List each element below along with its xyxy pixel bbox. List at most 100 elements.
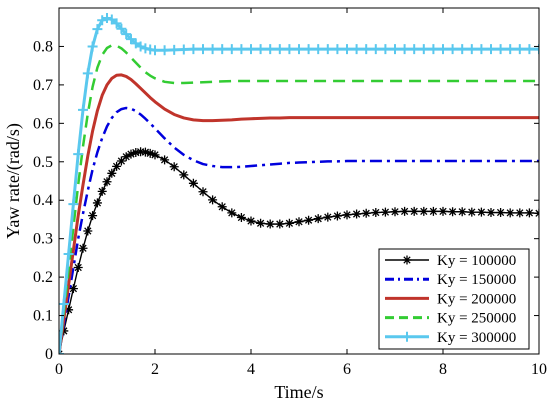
series-point xyxy=(59,326,69,336)
series-point xyxy=(467,207,477,217)
series-point xyxy=(68,284,78,294)
series-point xyxy=(88,211,98,221)
series-point xyxy=(419,206,429,216)
series-point xyxy=(226,44,237,55)
series-point xyxy=(418,44,429,55)
series-point xyxy=(505,208,515,218)
y-axis-title: Yaw rate/(rad/s) xyxy=(3,123,24,239)
series-point xyxy=(64,305,74,315)
series-point xyxy=(102,177,112,187)
series-point xyxy=(371,208,381,218)
series-point xyxy=(131,148,141,158)
series-point xyxy=(515,208,525,218)
series-point xyxy=(83,226,93,236)
series-point xyxy=(121,29,132,40)
y-tick-label: 0.5 xyxy=(33,154,53,171)
series-point xyxy=(150,45,160,56)
series-point xyxy=(207,44,218,55)
legend-label: Ky = 100000 xyxy=(437,253,516,269)
series-point xyxy=(409,206,419,216)
series-point xyxy=(322,44,333,55)
legend-label: Ky = 300000 xyxy=(437,330,516,346)
series-point xyxy=(217,202,227,212)
series-point xyxy=(380,207,390,217)
series-point xyxy=(236,44,247,55)
series-point xyxy=(145,148,155,158)
series-point xyxy=(82,68,93,79)
x-tick-label: 0 xyxy=(55,361,63,378)
series-point xyxy=(112,161,122,171)
series-point xyxy=(399,44,410,55)
series-point xyxy=(486,44,496,55)
series-point xyxy=(524,208,534,218)
legend-item: Ky = 250000 xyxy=(385,311,516,327)
series-point xyxy=(160,155,170,165)
series-point xyxy=(111,18,122,29)
series-point xyxy=(198,187,208,197)
x-tick-label: 2 xyxy=(151,361,159,378)
series-point xyxy=(304,215,314,225)
series-100000 xyxy=(59,147,539,354)
series-point xyxy=(457,44,468,55)
axes-layer: 0 2 4 6 8 10 0 0.1 0.2 0.3 0.4 0.5 0.6 0.7 0.8 xyxy=(33,8,547,378)
series-point xyxy=(476,44,487,55)
series-point xyxy=(121,152,131,162)
series-point xyxy=(342,44,352,55)
y-tick-label: 0.8 xyxy=(33,38,53,55)
series-point xyxy=(495,44,506,55)
series-point xyxy=(136,147,146,157)
series-point xyxy=(476,207,486,217)
series-line xyxy=(59,106,539,354)
series-point xyxy=(97,15,108,26)
series-point xyxy=(107,168,117,178)
series-point xyxy=(496,208,506,218)
series-point xyxy=(265,44,276,55)
y-tick-label: 0.2 xyxy=(33,269,53,286)
legend-item: Ky = 150000 xyxy=(385,272,516,288)
series-point xyxy=(284,218,294,228)
series-point xyxy=(179,170,189,180)
series-point xyxy=(428,44,439,55)
series-point xyxy=(73,149,84,160)
y-tick-label: 0.4 xyxy=(33,192,53,209)
series-point xyxy=(236,213,246,223)
series-point xyxy=(150,150,160,160)
legend-label: Ky = 250000 xyxy=(437,311,516,327)
series-point xyxy=(73,263,83,272)
y-tick-label: 0.7 xyxy=(33,77,53,94)
series-point xyxy=(370,44,381,55)
series-point xyxy=(448,207,458,217)
series-point xyxy=(457,207,467,217)
series-point xyxy=(255,44,266,55)
series-point xyxy=(294,217,304,227)
series-point xyxy=(294,44,304,55)
series-point xyxy=(246,216,256,226)
series-point xyxy=(116,156,126,166)
series-point xyxy=(380,44,391,55)
series-point xyxy=(159,45,170,56)
series-point xyxy=(198,44,208,55)
series-point xyxy=(428,206,438,216)
series-point xyxy=(275,219,285,229)
y-tick-label: 0.6 xyxy=(33,115,53,132)
series-point xyxy=(135,41,146,52)
series-point xyxy=(59,299,69,310)
series-point xyxy=(102,12,112,23)
legend-label: Ky = 200000 xyxy=(437,291,516,307)
series-point xyxy=(274,44,285,55)
series-point xyxy=(97,186,107,196)
y-tick-label: 0.3 xyxy=(33,231,53,248)
x-tick-label: 10 xyxy=(531,361,547,378)
series-layer xyxy=(59,12,539,354)
x-tick-label: 4 xyxy=(247,361,255,378)
series-point xyxy=(486,208,496,218)
series-point xyxy=(524,44,535,55)
series-point xyxy=(534,44,539,55)
series-point xyxy=(68,199,79,210)
series-point xyxy=(447,44,458,55)
series-point xyxy=(313,214,323,224)
x-tick-label: 6 xyxy=(343,361,351,378)
series-point xyxy=(63,249,74,260)
series-point xyxy=(92,24,103,35)
series-point xyxy=(352,209,362,219)
